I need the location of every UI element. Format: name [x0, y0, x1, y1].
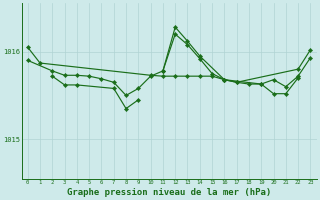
X-axis label: Graphe pression niveau de la mer (hPa): Graphe pression niveau de la mer (hPa) — [67, 188, 271, 197]
